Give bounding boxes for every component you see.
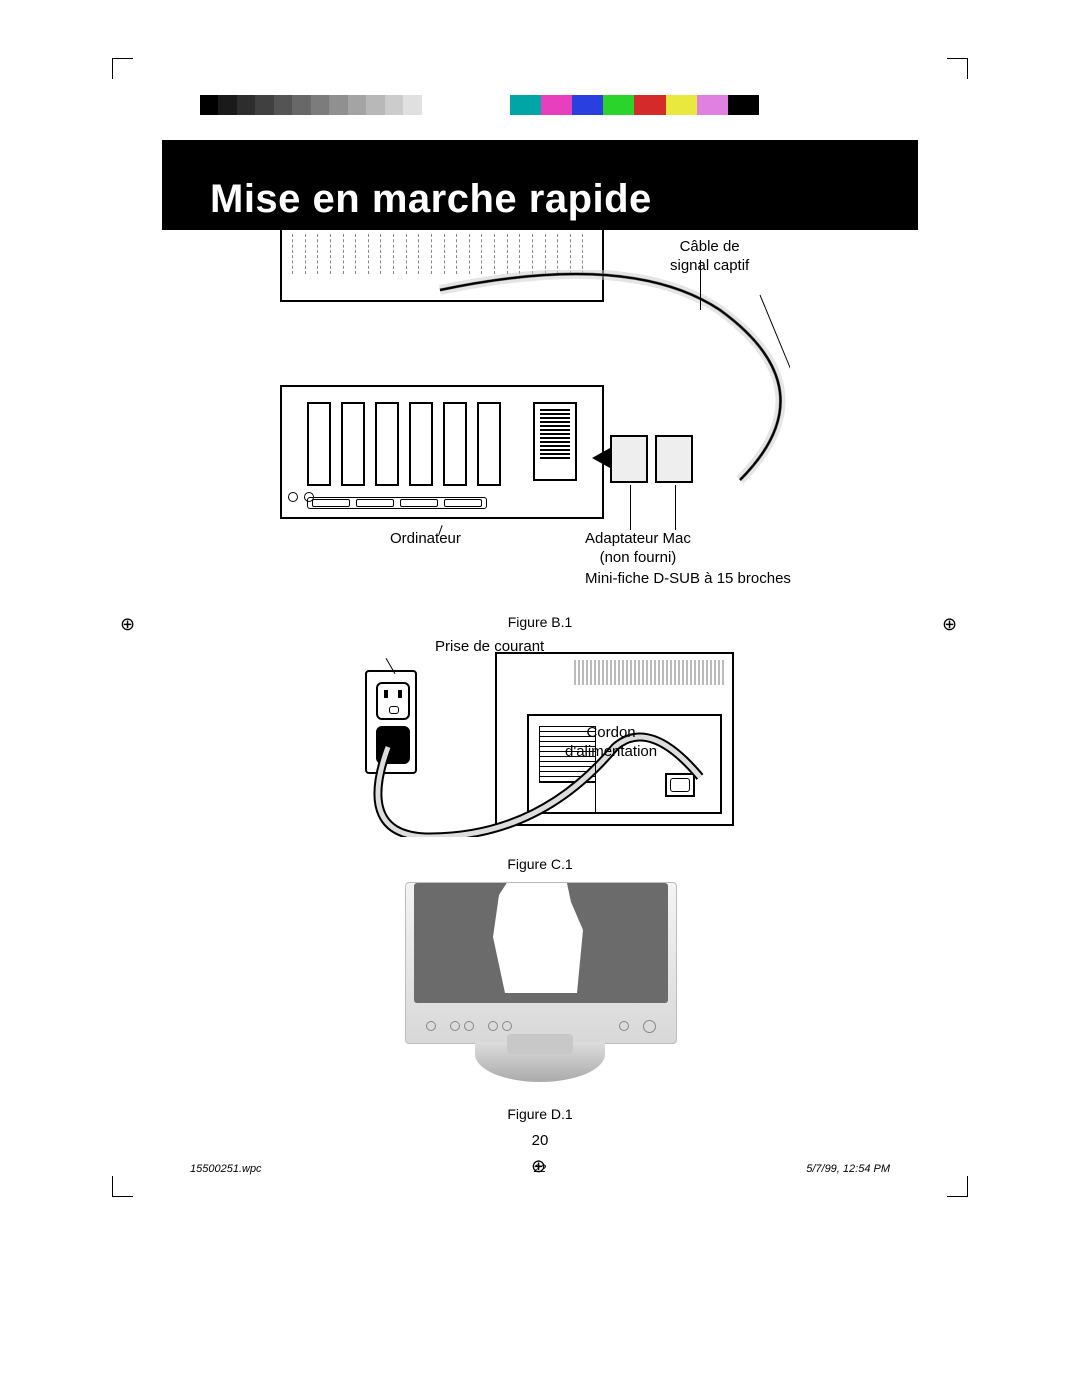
color-bar xyxy=(510,95,790,115)
leader-line xyxy=(595,757,596,812)
power-cord-label: Cordon d'alimentation xyxy=(565,724,657,762)
monitor-buttons xyxy=(426,1019,656,1033)
computer-label: Ordinateur xyxy=(390,530,461,549)
figure-c: Cordon d'alimentation xyxy=(330,642,750,852)
footer-sheet: 22 xyxy=(534,1163,546,1175)
figure-c-caption: Figure C.1 xyxy=(162,856,918,872)
monitor-front-illustration xyxy=(405,882,677,1044)
crop-mark xyxy=(112,58,133,79)
hand-illustration xyxy=(481,883,601,993)
crop-mark xyxy=(112,1176,133,1197)
leader-line xyxy=(675,485,676,530)
crop-mark xyxy=(947,1176,968,1197)
connector-illustration xyxy=(655,435,693,483)
computer-illustration xyxy=(280,385,604,519)
figure-d-caption: Figure D.1 xyxy=(162,1106,918,1122)
arrow-icon xyxy=(592,448,610,468)
leader-line xyxy=(700,260,701,310)
content-area: Câble de signal captif Ordinateur Adapta… xyxy=(162,230,918,1137)
figure-b: Câble de signal captif Ordinateur Adapta… xyxy=(260,230,820,610)
adapter-label: Adaptateur Mac (non fourni) xyxy=(585,530,691,568)
figure-d xyxy=(380,882,700,1102)
power-cord-illustration xyxy=(370,707,730,837)
leader-line xyxy=(630,485,631,530)
dsub-label: Mini-fiche D-SUB à 15 broches xyxy=(585,570,791,589)
print-footer: 15500251.wpc 22 5/7/99, 12:54 PM xyxy=(190,1163,890,1175)
registration-mark xyxy=(942,615,960,633)
crop-mark xyxy=(947,58,968,79)
page-number: 20 xyxy=(162,1132,918,1149)
footer-datetime: 5/7/99, 12:54 PM xyxy=(806,1163,890,1175)
page-title: Mise en marche rapide xyxy=(162,140,918,230)
monitor-stand-illustration xyxy=(475,1042,605,1082)
footer-filename: 15500251.wpc xyxy=(190,1163,262,1175)
figure-b-caption: Figure B.1 xyxy=(162,614,918,630)
grayscale-bar xyxy=(200,95,440,115)
registration-mark xyxy=(120,615,138,633)
connector-illustration xyxy=(610,435,648,483)
signal-cable-label: Câble de signal captif xyxy=(670,238,749,276)
